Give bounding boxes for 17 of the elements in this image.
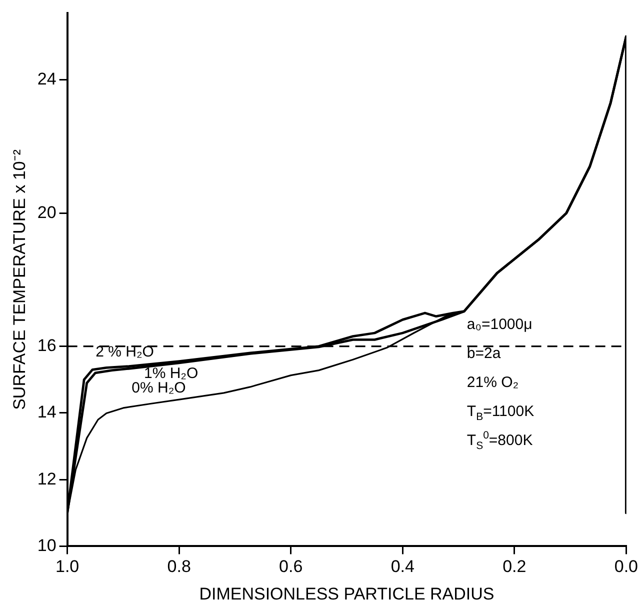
annotation: 21% O₂ (466, 374, 519, 392)
annotation: b=2a (466, 345, 502, 362)
y-tick-label: 20 (37, 202, 56, 222)
y-tick-label: 12 (37, 469, 56, 488)
y-tick-label: 24 (37, 70, 56, 89)
y-axis-title: SURFACE TEMPERATURE x 10⁻² (10, 149, 29, 410)
x-tick-label: 0.6 (279, 557, 303, 576)
y-tick-label: 14 (37, 402, 56, 422)
y-tick-label: 16 (37, 336, 56, 356)
x-tick-label: 0.4 (390, 557, 414, 576)
x-tick-label: 0.0 (614, 557, 638, 576)
x-tick-label: 0.2 (502, 557, 526, 576)
annotation: a₀=1000μ (466, 316, 532, 334)
x-tick-label: 0.8 (167, 557, 191, 576)
x-axis-title: DIMENSIONLESS PARTICLE RADIUS (199, 584, 494, 604)
y-tick-label: 10 (37, 536, 56, 555)
x-tick-label: 1.0 (55, 557, 80, 576)
